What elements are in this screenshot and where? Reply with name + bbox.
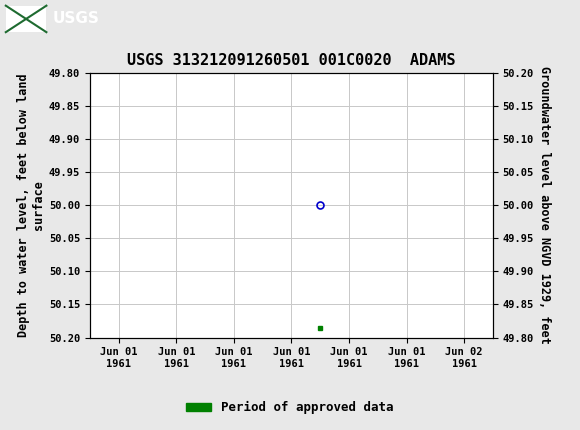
Bar <box>6 6 46 32</box>
Title: USGS 313212091260501 001C0020  ADAMS: USGS 313212091260501 001C0020 ADAMS <box>127 53 456 68</box>
Legend: Period of approved data: Period of approved data <box>181 396 399 419</box>
Y-axis label: Depth to water level, feet below land
surface: Depth to water level, feet below land su… <box>17 74 45 337</box>
Text: USGS: USGS <box>52 12 99 26</box>
Y-axis label: Groundwater level above NGVD 1929, feet: Groundwater level above NGVD 1929, feet <box>538 66 551 344</box>
